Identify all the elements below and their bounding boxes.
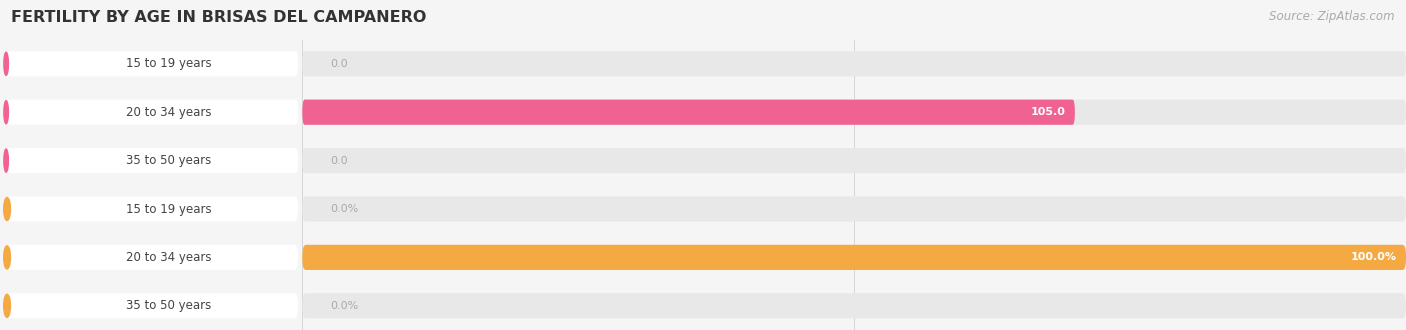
Circle shape bbox=[4, 294, 10, 317]
FancyBboxPatch shape bbox=[4, 51, 298, 76]
Text: 15 to 19 years: 15 to 19 years bbox=[127, 203, 211, 215]
Text: 35 to 50 years: 35 to 50 years bbox=[127, 154, 211, 167]
Text: 35 to 50 years: 35 to 50 years bbox=[127, 299, 211, 312]
Text: 0.0%: 0.0% bbox=[330, 301, 359, 311]
Text: Source: ZipAtlas.com: Source: ZipAtlas.com bbox=[1270, 10, 1395, 23]
Text: 20 to 34 years: 20 to 34 years bbox=[127, 251, 211, 264]
Text: 20 to 34 years: 20 to 34 years bbox=[127, 106, 211, 119]
Circle shape bbox=[4, 52, 8, 75]
FancyBboxPatch shape bbox=[302, 293, 1406, 318]
FancyBboxPatch shape bbox=[4, 293, 298, 318]
Text: 100.0%: 100.0% bbox=[1351, 252, 1398, 262]
FancyBboxPatch shape bbox=[4, 148, 298, 173]
FancyBboxPatch shape bbox=[4, 100, 298, 125]
Text: 0.0: 0.0 bbox=[330, 59, 347, 69]
Text: 0.0: 0.0 bbox=[330, 156, 347, 166]
FancyBboxPatch shape bbox=[4, 245, 298, 270]
Circle shape bbox=[4, 246, 10, 269]
FancyBboxPatch shape bbox=[302, 245, 1406, 270]
FancyBboxPatch shape bbox=[302, 100, 1406, 125]
FancyBboxPatch shape bbox=[302, 245, 1406, 270]
FancyBboxPatch shape bbox=[302, 51, 1406, 76]
Text: FERTILITY BY AGE IN BRISAS DEL CAMPANERO: FERTILITY BY AGE IN BRISAS DEL CAMPANERO bbox=[11, 10, 426, 25]
Text: 0.0%: 0.0% bbox=[330, 204, 359, 214]
Circle shape bbox=[4, 197, 10, 220]
FancyBboxPatch shape bbox=[302, 196, 1406, 221]
Text: 105.0: 105.0 bbox=[1031, 107, 1066, 117]
Text: 15 to 19 years: 15 to 19 years bbox=[127, 57, 211, 70]
FancyBboxPatch shape bbox=[4, 196, 298, 221]
FancyBboxPatch shape bbox=[302, 148, 1406, 173]
FancyBboxPatch shape bbox=[302, 100, 1074, 125]
Circle shape bbox=[4, 149, 8, 172]
Circle shape bbox=[4, 101, 8, 124]
